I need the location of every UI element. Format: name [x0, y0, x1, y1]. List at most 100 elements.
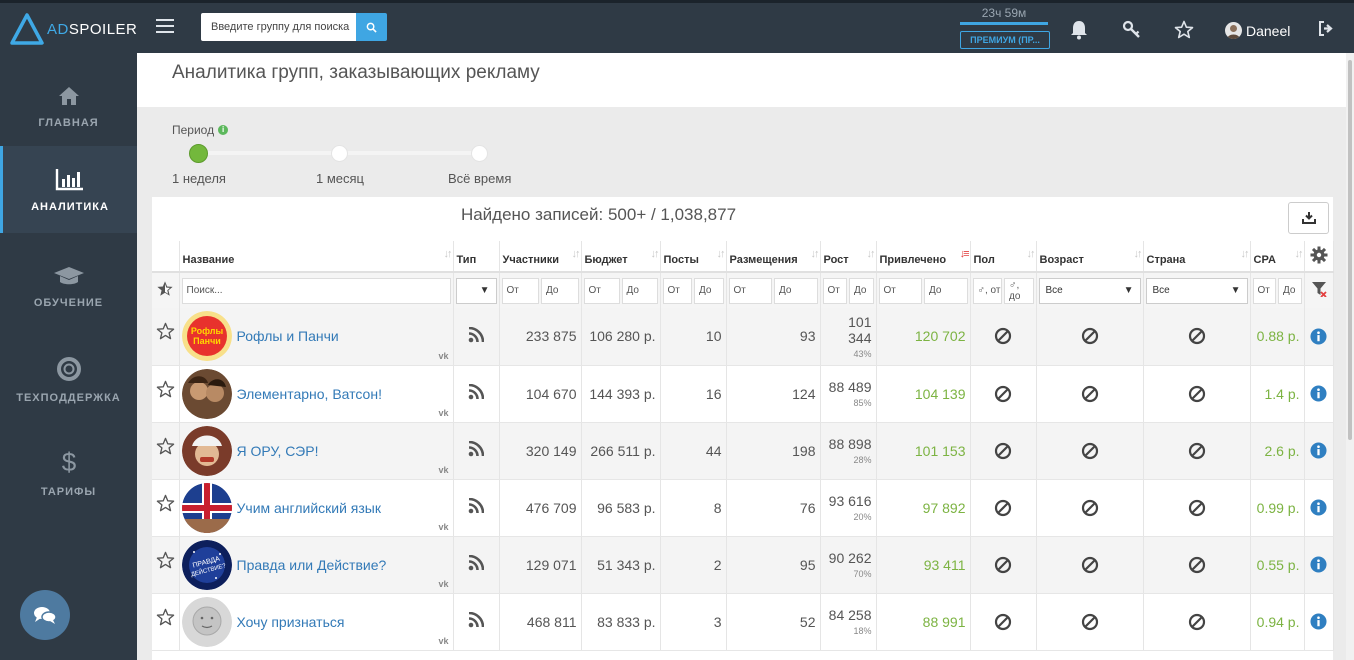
sidebar-item-tariffs[interactable]: $ ТАРИФЫ	[0, 429, 137, 516]
favorite-star-icon[interactable]	[152, 422, 180, 480]
name-search-input[interactable]: Поиск...	[181, 277, 451, 304]
group-avatar[interactable]	[181, 482, 232, 533]
period-slider-handle-all[interactable]	[471, 145, 488, 162]
country-cell	[1143, 479, 1251, 537]
info-circle-icon	[1309, 328, 1329, 345]
page-title: Аналитика групп, заказывающих рекламу	[172, 62, 540, 83]
not-available-icon	[1148, 327, 1246, 345]
budget-from-input[interactable]: От	[583, 277, 620, 304]
group-name-link[interactable]: Рофлы и Панчи	[236, 328, 339, 345]
sidebar-item-learning[interactable]: ОБУЧЕНИЕ	[0, 243, 137, 330]
row-info-button[interactable]	[1304, 536, 1334, 594]
group-avatar[interactable]: Рофлы Панчи	[181, 311, 232, 362]
placements-to-input[interactable]: До	[774, 277, 818, 304]
period-slider-handle-month[interactable]	[331, 145, 348, 162]
col-growth[interactable]: Рост ↓↑	[820, 241, 877, 273]
country-select[interactable]: Все ▼	[1145, 277, 1248, 304]
growth-value: 101 344 43%	[820, 308, 877, 366]
posts-from-input[interactable]: От	[662, 277, 692, 304]
group-name-link[interactable]: Правда или Действие?	[236, 556, 387, 573]
col-country[interactable]: Страна ↓↑	[1143, 241, 1251, 273]
period-option-all[interactable]: Всё время	[448, 171, 512, 186]
clear-filter-button[interactable]	[1304, 272, 1334, 308]
cpa-from-input[interactable]: От	[1252, 277, 1276, 304]
group-avatar[interactable]	[181, 368, 232, 419]
country-cell	[1143, 536, 1251, 594]
row-info-button[interactable]	[1304, 422, 1334, 480]
group-name-link[interactable]: Элементарно, Ватсон!	[236, 385, 382, 402]
col-gender[interactable]: Пол ↓↑	[970, 241, 1037, 273]
user-menu[interactable]: Daneel	[1225, 22, 1290, 39]
col-placements[interactable]: Размещения ↓↑	[726, 241, 821, 273]
col-cpa[interactable]: CPA ↓↑	[1250, 241, 1305, 273]
info-icon[interactable]: i	[218, 125, 229, 135]
star-icon[interactable]	[1174, 20, 1194, 40]
scrollbar-thumb[interactable]	[1348, 60, 1352, 440]
group-avatar[interactable]: ПРАВДА ДЕЙСТВИЕ?	[181, 539, 232, 590]
gender-to-input[interactable]: ♂, до	[1004, 277, 1034, 304]
favorite-star-icon[interactable]	[152, 365, 180, 423]
col-name[interactable]: Название ↓↑	[179, 241, 454, 273]
col-attracted[interactable]: Привлечено ↓≡	[876, 241, 971, 273]
group-avatar[interactable]	[181, 596, 232, 647]
col-type[interactable]: Тип	[453, 241, 500, 273]
row-info-button[interactable]	[1304, 593, 1334, 651]
gear-icon[interactable]	[1310, 246, 1328, 264]
favorites-filter[interactable]	[152, 272, 180, 308]
download-button[interactable]	[1288, 202, 1329, 234]
col-posts[interactable]: Посты ↓↑	[660, 241, 727, 273]
period-option-week[interactable]: 1 неделя	[172, 171, 226, 186]
search-button[interactable]	[356, 13, 387, 41]
group-name-link[interactable]: Учим английский язык	[236, 499, 382, 516]
placements-from-input[interactable]: От	[728, 277, 772, 304]
favorite-star-icon[interactable]	[152, 593, 180, 651]
favorite-star-icon[interactable]	[152, 479, 180, 537]
members-from-input[interactable]: От	[501, 277, 539, 304]
budget-to-input[interactable]: До	[621, 277, 658, 304]
adspoiler-logo[interactable]: ADSPOILER	[10, 13, 137, 45]
gender-cell	[970, 479, 1037, 537]
group-name-link[interactable]: Хочу признаться	[236, 613, 345, 630]
graduation-cap-icon	[53, 266, 84, 284]
logout-icon[interactable]	[1318, 20, 1338, 40]
sidebar: ГЛАВНАЯ АНАЛИТИКА ОБУЧЕНИЕ ТЕХПОДДЕРЖКА …	[0, 53, 137, 660]
members-to-input[interactable]: До	[541, 277, 579, 304]
period-slider-handle-week[interactable]	[189, 144, 208, 163]
row-info-button[interactable]	[1304, 308, 1334, 366]
col-budget[interactable]: Бюджет ↓↑	[581, 241, 661, 273]
age-select[interactable]: Все ▼	[1038, 277, 1141, 304]
members-value: 320 149	[499, 422, 582, 480]
group-avatar[interactable]	[181, 425, 232, 476]
info-circle-icon	[1309, 385, 1329, 402]
group-name-link[interactable]: Я ОРУ, СЭР!	[236, 442, 319, 459]
menu-toggle-icon[interactable]	[156, 19, 174, 35]
bell-icon[interactable]	[1070, 20, 1090, 40]
col-settings[interactable]	[1304, 241, 1334, 273]
attracted-from-input[interactable]: От	[878, 277, 922, 304]
not-available-icon	[975, 556, 1032, 574]
trial-timer: 23ч 59м	[981, 6, 1027, 20]
growth-to-input[interactable]: До	[849, 277, 874, 304]
chat-button[interactable]	[20, 590, 70, 640]
key-icon[interactable]	[1122, 20, 1142, 40]
sidebar-item-analytics[interactable]: АНАЛИТИКА	[0, 146, 137, 233]
sidebar-item-home[interactable]: ГЛАВНАЯ	[0, 63, 137, 150]
premium-button[interactable]: ПРЕМИУМ (ПР...	[960, 31, 1050, 49]
row-info-button[interactable]	[1304, 479, 1334, 537]
period-option-month[interactable]: 1 месяц	[316, 171, 364, 186]
attracted-to-input[interactable]: До	[924, 277, 968, 304]
col-members[interactable]: Участники ↓↑	[499, 241, 582, 273]
type-select[interactable]: ▼	[455, 277, 497, 304]
gender-from-input[interactable]: ♂, от	[972, 277, 1002, 304]
growth-from-input[interactable]: От	[822, 277, 847, 304]
group-search-input[interactable]	[201, 13, 356, 41]
cpa-to-input[interactable]: До	[1278, 277, 1302, 304]
posts-to-input[interactable]: До	[694, 277, 724, 304]
sidebar-item-support[interactable]: ТЕХПОДДЕРЖКА	[0, 336, 137, 423]
row-info-button[interactable]	[1304, 365, 1334, 423]
cpa-value: 0.94 р.	[1250, 593, 1305, 651]
table-row: ПРАВДА ДЕЙСТВИЕ? Правда или Действие? vk …	[152, 536, 1334, 594]
col-age[interactable]: Возраст ↓↑	[1036, 241, 1144, 273]
favorite-star-icon[interactable]	[152, 536, 180, 594]
favorite-star-icon[interactable]	[152, 308, 180, 366]
